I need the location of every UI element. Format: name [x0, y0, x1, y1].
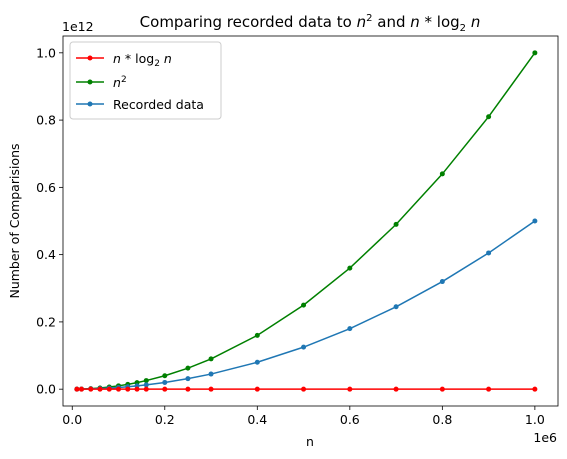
- data-point: [347, 265, 353, 271]
- data-point: [208, 356, 214, 362]
- data-point: [486, 114, 492, 120]
- legend-label-nlogn: n * log2 n: [113, 51, 172, 69]
- data-point: [532, 218, 538, 224]
- data-point: [185, 376, 191, 382]
- x-axis-title: n: [306, 434, 314, 449]
- data-point: [143, 386, 149, 392]
- legend-marker-nlogn: [87, 55, 93, 61]
- data-point: [185, 365, 191, 371]
- data-point: [439, 279, 445, 285]
- legend-marker-recorded: [87, 101, 93, 107]
- data-point: [439, 171, 445, 177]
- x-offset-text: 1e6: [533, 430, 557, 445]
- data-point: [486, 250, 492, 256]
- y-tick-label: 0.6: [36, 180, 56, 195]
- y-tick-label: 0.8: [36, 113, 56, 128]
- data-point: [125, 386, 131, 392]
- data-point: [97, 386, 103, 392]
- data-point: [347, 326, 353, 332]
- data-point: [393, 304, 399, 310]
- axes-frame: [62, 35, 559, 407]
- data-point: [439, 386, 445, 392]
- data-point: [185, 386, 191, 392]
- x-tick-label: 1.0: [525, 412, 545, 427]
- legend-label-recorded: Recorded data: [113, 97, 204, 112]
- data-point: [254, 359, 260, 365]
- y-tick-label: 0.2: [36, 314, 56, 329]
- data-point: [79, 386, 84, 392]
- x-tick-label: 0.2: [155, 412, 175, 427]
- data-point: [106, 386, 112, 392]
- y-tick-label: 0.4: [36, 247, 56, 262]
- data-point: [301, 386, 307, 392]
- data-point: [134, 386, 140, 392]
- data-point: [143, 378, 149, 384]
- data-point: [301, 344, 307, 350]
- data-point: [208, 371, 214, 377]
- plot-area: [74, 50, 538, 392]
- data-point: [393, 386, 399, 392]
- axis-ticks: 0.0 0.2 0.4 0.6 0.8 1.0 0.0 0.2 0.4 0.6 0.8 1.0: [36, 45, 545, 427]
- x-tick-label: 0.8: [432, 412, 452, 427]
- chart-title: Comparing recorded data to n2 and n * lo…: [140, 13, 481, 34]
- y-tick-label: 1.0: [36, 45, 56, 60]
- data-point: [88, 386, 94, 392]
- data-point: [532, 50, 538, 56]
- x-tick-label: 0.6: [340, 412, 360, 427]
- data-point: [486, 386, 492, 392]
- legend: n * log2 n n2 Recorded data: [69, 41, 222, 120]
- data-point: [254, 386, 260, 392]
- x-tick-label: 0.4: [247, 412, 267, 427]
- data-point: [393, 221, 399, 227]
- data-point: [254, 332, 260, 338]
- legend-box: [69, 41, 222, 120]
- data-point: [301, 302, 307, 308]
- legend-label-n2: n2: [113, 75, 127, 90]
- data-point: [143, 382, 149, 388]
- data-point: [74, 386, 80, 392]
- data-point: [162, 373, 168, 379]
- data-point: [532, 386, 538, 392]
- data-point: [116, 386, 122, 392]
- data-point: [162, 379, 168, 385]
- data-point: [347, 386, 353, 392]
- x-tick-label: 0.0: [62, 412, 82, 427]
- y-axis-title: Number of Comparisions: [7, 143, 22, 298]
- y-offset-text: 1e12: [62, 19, 94, 34]
- y-tick-label: 0.0: [36, 382, 56, 397]
- data-point: [162, 386, 168, 392]
- data-point: [208, 386, 214, 392]
- legend-marker-n2: [87, 79, 93, 85]
